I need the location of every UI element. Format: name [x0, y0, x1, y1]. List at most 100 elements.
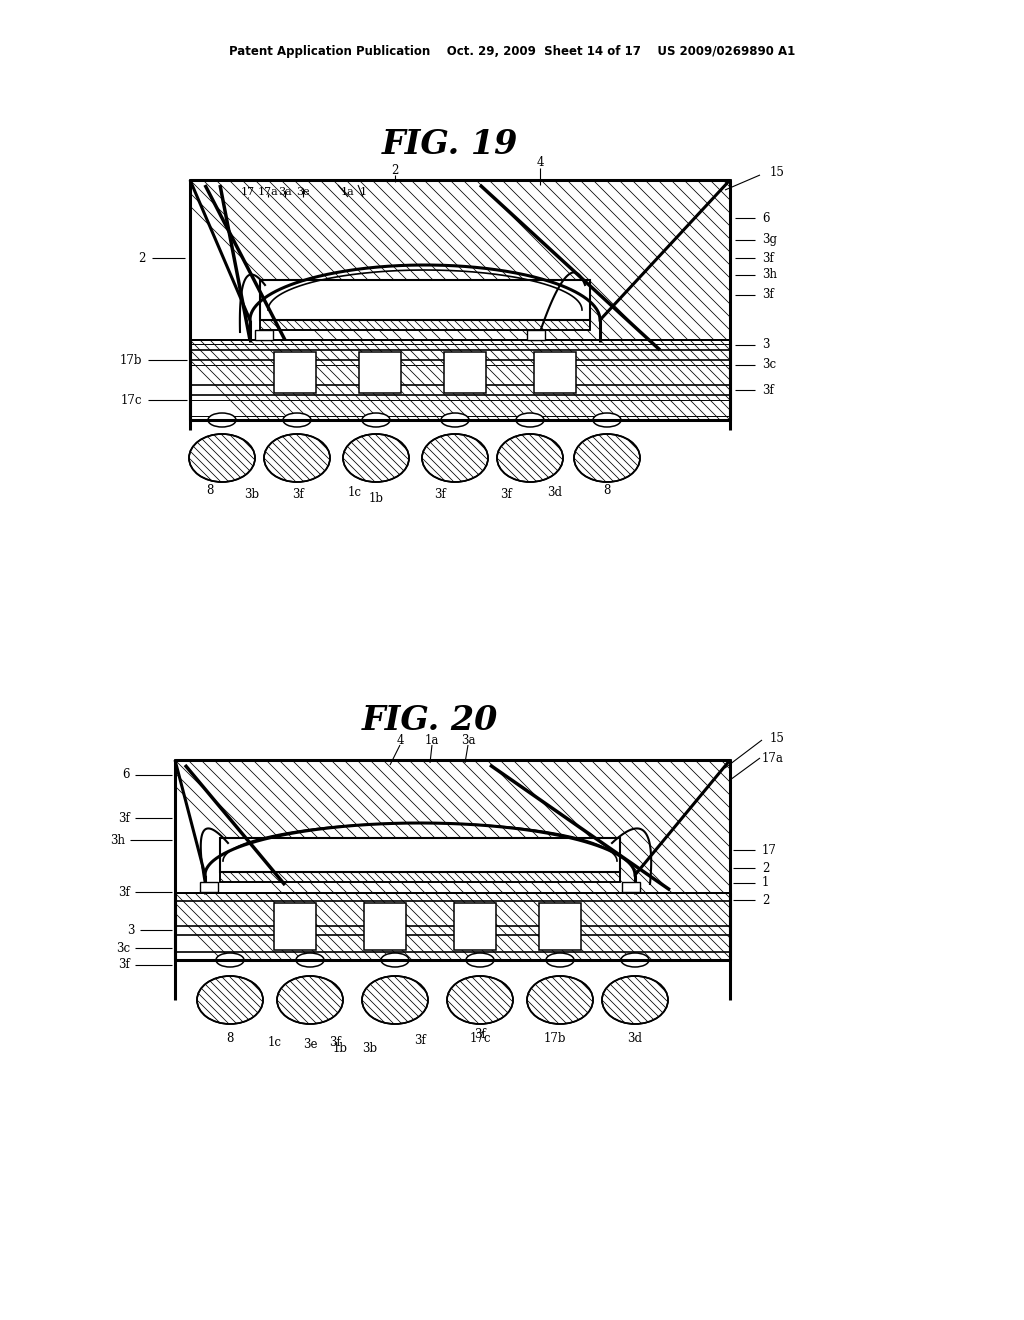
- Bar: [175, 760, 730, 895]
- Text: 8: 8: [603, 483, 610, 496]
- Bar: [527, 330, 545, 341]
- Ellipse shape: [527, 975, 593, 1024]
- Text: 3d: 3d: [628, 1031, 642, 1044]
- Text: 15: 15: [770, 731, 784, 744]
- Text: 3f: 3f: [762, 289, 774, 301]
- Bar: [444, 352, 486, 393]
- Text: 17a: 17a: [762, 751, 784, 764]
- Bar: [190, 180, 730, 355]
- Ellipse shape: [422, 434, 488, 482]
- Bar: [539, 903, 581, 950]
- Text: 2: 2: [391, 164, 398, 177]
- Text: 3d: 3d: [548, 487, 562, 499]
- Bar: [190, 341, 730, 420]
- Text: 3c: 3c: [116, 941, 130, 954]
- Text: 3f: 3f: [474, 1028, 485, 1041]
- Bar: [220, 838, 620, 873]
- Ellipse shape: [296, 953, 324, 968]
- Text: 3f: 3f: [762, 252, 774, 264]
- Text: 3f: 3f: [414, 1034, 426, 1047]
- Bar: [220, 862, 620, 882]
- Text: 2: 2: [138, 252, 146, 264]
- Text: 3g: 3g: [762, 234, 777, 247]
- Bar: [359, 352, 401, 393]
- Text: 3f: 3f: [329, 1035, 341, 1048]
- Text: 3f: 3f: [292, 487, 304, 500]
- Text: 17a: 17a: [258, 187, 279, 197]
- Bar: [175, 760, 730, 895]
- Bar: [454, 903, 496, 950]
- Text: 1: 1: [762, 876, 769, 890]
- Text: 1: 1: [359, 187, 367, 197]
- Bar: [539, 903, 581, 950]
- Bar: [175, 894, 730, 960]
- Text: 8: 8: [206, 483, 214, 496]
- Bar: [190, 180, 730, 355]
- Ellipse shape: [497, 434, 563, 482]
- Bar: [255, 330, 273, 341]
- Text: 17: 17: [241, 187, 255, 197]
- Text: 17c: 17c: [469, 1031, 490, 1044]
- Bar: [274, 903, 316, 950]
- Text: 6: 6: [123, 768, 130, 781]
- Text: 3f: 3f: [118, 812, 130, 825]
- Text: 2: 2: [762, 862, 769, 874]
- Text: FIG. 20: FIG. 20: [361, 704, 499, 737]
- Ellipse shape: [264, 434, 330, 482]
- Bar: [200, 882, 218, 892]
- Bar: [190, 341, 730, 420]
- Text: 1c: 1c: [268, 1035, 282, 1048]
- Ellipse shape: [574, 434, 640, 482]
- Text: 3a: 3a: [279, 187, 292, 197]
- Text: 3b: 3b: [245, 487, 259, 500]
- Bar: [454, 903, 496, 950]
- Bar: [364, 903, 406, 950]
- Text: 4: 4: [537, 157, 544, 169]
- Bar: [274, 352, 316, 393]
- Text: 3f: 3f: [434, 487, 445, 500]
- Bar: [359, 352, 401, 393]
- Ellipse shape: [602, 975, 668, 1024]
- Bar: [274, 903, 316, 950]
- Bar: [534, 352, 575, 393]
- Text: 17: 17: [762, 843, 777, 857]
- Text: 3a: 3a: [461, 734, 475, 747]
- Ellipse shape: [208, 413, 236, 426]
- Ellipse shape: [362, 975, 428, 1024]
- Text: 2: 2: [762, 894, 769, 907]
- Text: 3f: 3f: [762, 384, 774, 396]
- Text: 17b: 17b: [120, 354, 142, 367]
- Text: 4: 4: [396, 734, 403, 747]
- Text: 17c: 17c: [121, 393, 142, 407]
- Text: 3: 3: [762, 338, 769, 351]
- Text: 8: 8: [226, 1031, 233, 1044]
- Text: 1a: 1a: [425, 734, 439, 747]
- Text: 17b: 17b: [544, 1031, 566, 1044]
- Bar: [274, 352, 316, 393]
- Ellipse shape: [593, 413, 621, 426]
- Ellipse shape: [189, 434, 255, 482]
- Text: 6: 6: [762, 211, 769, 224]
- Ellipse shape: [381, 953, 409, 968]
- Text: 3f: 3f: [500, 487, 512, 500]
- Text: FIG. 19: FIG. 19: [382, 128, 518, 161]
- Bar: [364, 903, 406, 950]
- Bar: [260, 280, 590, 319]
- Bar: [622, 882, 640, 892]
- Text: 3e: 3e: [296, 187, 310, 197]
- Ellipse shape: [343, 434, 409, 482]
- Ellipse shape: [283, 413, 311, 426]
- Ellipse shape: [278, 975, 343, 1024]
- Bar: [220, 862, 620, 882]
- Text: 3h: 3h: [110, 833, 125, 846]
- Bar: [175, 894, 730, 960]
- Text: 3h: 3h: [762, 268, 777, 281]
- Text: Patent Application Publication    Oct. 29, 2009  Sheet 14 of 17    US 2009/02698: Patent Application Publication Oct. 29, …: [229, 45, 795, 58]
- Ellipse shape: [466, 953, 494, 968]
- Bar: [260, 310, 590, 330]
- Text: 15: 15: [770, 165, 784, 178]
- Bar: [444, 352, 486, 393]
- Text: 1c: 1c: [348, 487, 362, 499]
- Ellipse shape: [197, 975, 263, 1024]
- Bar: [260, 310, 590, 330]
